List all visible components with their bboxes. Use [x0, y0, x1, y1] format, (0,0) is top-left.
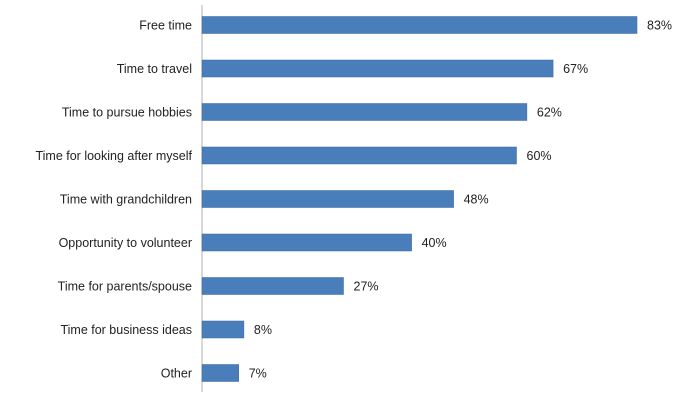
bar-4	[201, 190, 454, 208]
bar-8	[201, 364, 239, 382]
category-label-8: Other	[161, 367, 192, 381]
bar-0	[201, 16, 638, 34]
category-label-4: Time with grandchildren	[60, 193, 192, 207]
value-label-0: 83%	[647, 19, 672, 33]
value-label-7: 8%	[254, 323, 272, 337]
bar-1	[201, 59, 554, 78]
value-label-2: 62%	[537, 106, 562, 120]
category-label-6: Time for parents/spouse	[58, 280, 192, 294]
bar-7	[201, 320, 245, 339]
category-label-1: Time to travel	[117, 62, 192, 76]
bar-5	[201, 233, 412, 252]
category-label-5: Opportunity to volunteer	[59, 236, 192, 250]
value-label-4: 48%	[464, 193, 489, 207]
bar-6	[201, 277, 344, 295]
bars-group	[201, 16, 638, 382]
category-labels-group: Free time Time to travel Time to pursue ho…	[35, 19, 192, 381]
value-label-3: 60%	[527, 149, 552, 163]
category-label-2: Time to pursue hobbies	[62, 106, 192, 120]
bar-3	[201, 146, 517, 165]
category-label-3: Time for looking after myself	[35, 149, 192, 163]
value-labels-group: 83% 67% 62% 60% 48% 40% 27% 8% 7%	[249, 19, 672, 381]
category-label-0: Free time	[139, 19, 192, 33]
value-label-6: 27%	[354, 280, 379, 294]
bar-2	[201, 103, 528, 121]
value-label-5: 40%	[422, 236, 447, 250]
category-label-7: Time for business ideas	[60, 323, 192, 337]
value-label-8: 7%	[249, 367, 267, 381]
value-label-1: 67%	[563, 62, 588, 76]
